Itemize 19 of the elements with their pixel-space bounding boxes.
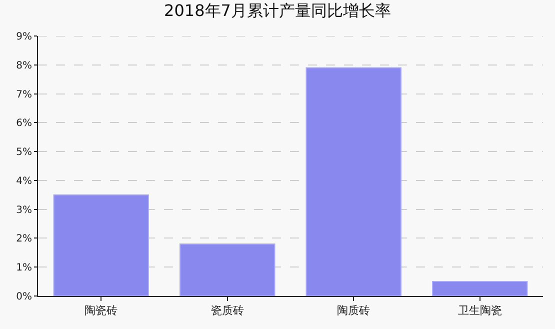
bar bbox=[53, 194, 149, 296]
bar bbox=[432, 281, 528, 296]
x-tick-label: 陶瓷砖 bbox=[84, 304, 118, 318]
y-tick-label: 4% bbox=[16, 176, 32, 187]
y-tick-label: 0% bbox=[16, 292, 32, 302]
y-tick-label: 7% bbox=[16, 89, 32, 100]
y-tick-label: 2% bbox=[16, 234, 32, 245]
y-tick-label: 1% bbox=[16, 262, 32, 274]
y-tick-label: 8% bbox=[16, 60, 32, 72]
x-tick-label: 卫生陶瓷 bbox=[458, 304, 502, 318]
bar bbox=[306, 67, 402, 296]
y-tick-label: 9% bbox=[16, 32, 32, 42]
chart-title: 2018年7月累计产量同比增长率 bbox=[164, 1, 391, 20]
y-tick-label: 3% bbox=[16, 204, 32, 216]
x-tick-label: 瓷质砖 bbox=[210, 304, 244, 318]
y-tick-label: 5% bbox=[16, 147, 32, 158]
bar bbox=[180, 244, 276, 296]
y-tick-label: 6% bbox=[16, 118, 32, 130]
x-tick-label: 陶质砖 bbox=[337, 304, 370, 318]
